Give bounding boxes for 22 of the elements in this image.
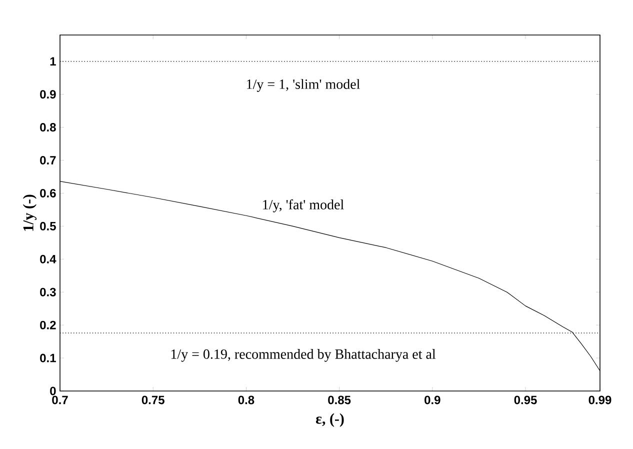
y-tick-label: 0.2 (40, 320, 56, 330)
y-tick-label: 1 (50, 57, 56, 66)
x-tick-label: 0.85 (328, 396, 351, 404)
y-tick-label: 0.6 (40, 188, 56, 198)
y-tick-label: 0.3 (40, 288, 56, 296)
y-tick-label: 0.4 (40, 254, 56, 264)
y-tick-label: 0.8 (40, 123, 56, 132)
y-tick-label: 0.5 (40, 222, 56, 230)
y-tick-label: 0.9 (40, 90, 56, 99)
annotation: 1/y, 'fat' model (263, 199, 344, 212)
y-tick-label: 0.1 (40, 354, 56, 362)
x-tick-label: 0.8 (238, 396, 254, 404)
y-axis-title: 1/y (-) (22, 194, 37, 231)
x-tick-label: 0.95 (514, 396, 537, 404)
y-tick-label: 0 (50, 386, 56, 396)
x-tick-label: 0.9 (424, 396, 440, 404)
ref-line-label: 1/y = 1, 'slim' model (247, 79, 360, 92)
x-tick-label: 0.99 (588, 396, 612, 404)
x-tick-label: 0.75 (142, 396, 164, 404)
y-tick-label: 0.7 (40, 156, 56, 164)
annotation: 1/y = 0.19, recommended by Bhattacharya et al (171, 349, 436, 362)
x-axis-title: ε, (-) (316, 413, 344, 427)
